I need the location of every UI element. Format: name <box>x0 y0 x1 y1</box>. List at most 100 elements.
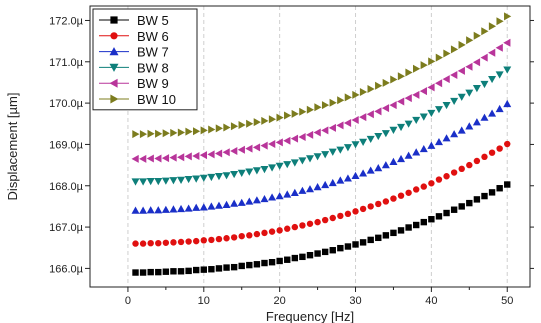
data-point <box>253 118 261 127</box>
data-point <box>321 126 329 135</box>
data-point <box>132 130 140 139</box>
data-point <box>155 239 162 247</box>
data-point <box>299 107 307 116</box>
data-point <box>252 143 261 152</box>
data-point <box>131 206 140 214</box>
data-point <box>146 154 154 163</box>
data-point <box>397 154 406 163</box>
data-point <box>473 31 481 40</box>
data-point <box>321 101 330 110</box>
legend-marker <box>109 78 118 88</box>
series-bw-5 <box>132 181 511 276</box>
data-point <box>260 141 268 150</box>
y-tick-label: 172.0µ <box>49 15 84 27</box>
data-point <box>298 157 307 165</box>
data-point <box>496 185 503 192</box>
data-point <box>199 174 208 182</box>
data-point <box>314 250 321 257</box>
data-point <box>397 123 406 132</box>
data-point <box>343 174 352 182</box>
data-point <box>313 153 322 161</box>
data-point <box>147 268 154 276</box>
data-point <box>306 185 314 193</box>
data-point <box>488 189 496 196</box>
data-point <box>237 145 245 154</box>
data-point <box>397 72 406 81</box>
y-tick-label: 168.0µ <box>49 181 84 193</box>
data-point <box>184 152 192 161</box>
data-point <box>336 121 344 130</box>
data-point <box>313 182 322 191</box>
data-point <box>503 38 511 47</box>
data-point <box>466 199 473 207</box>
data-point <box>504 181 511 188</box>
data-point <box>359 239 367 246</box>
legend: BW 5BW 6BW 7BW 8BW 9BW 10 <box>92 8 198 111</box>
data-point <box>299 253 306 261</box>
data-point <box>139 130 148 139</box>
data-point <box>306 130 314 139</box>
data-point <box>337 244 344 252</box>
data-point <box>268 259 276 266</box>
series-bw-8 <box>131 66 512 186</box>
data-point <box>162 129 170 138</box>
data-point <box>450 45 459 54</box>
data-point <box>131 154 139 163</box>
data-point <box>314 103 322 112</box>
data-point <box>222 172 231 180</box>
data-point <box>404 94 412 103</box>
data-point <box>381 130 390 138</box>
data-point <box>336 146 345 154</box>
data-point <box>268 228 276 235</box>
data-point <box>382 78 390 87</box>
data-point <box>222 200 231 208</box>
data-point <box>306 155 314 163</box>
data-point <box>214 173 223 181</box>
data-point <box>329 98 337 107</box>
data-point <box>321 248 329 256</box>
data-point <box>375 200 382 208</box>
data-point <box>359 205 367 213</box>
data-point <box>223 264 230 271</box>
data-point <box>215 265 223 272</box>
data-point <box>443 49 451 58</box>
data-point <box>177 268 185 275</box>
data-point <box>450 206 458 213</box>
x-tick-label: 0 <box>125 295 131 307</box>
data-point <box>268 140 276 149</box>
data-point <box>375 81 383 90</box>
data-point <box>313 128 321 137</box>
data-point <box>481 27 489 36</box>
data-point <box>132 269 139 276</box>
data-point <box>337 96 345 105</box>
data-point <box>481 153 488 161</box>
series-bw-7 <box>131 99 512 214</box>
data-point <box>132 240 139 247</box>
data-point <box>488 75 497 84</box>
data-point <box>276 227 283 234</box>
data-point <box>169 205 178 213</box>
data-point <box>389 157 398 165</box>
data-point <box>215 124 223 133</box>
data-point <box>246 232 253 239</box>
data-point <box>382 232 390 239</box>
data-point <box>139 154 147 163</box>
data-point <box>466 36 474 45</box>
data-point <box>252 167 261 175</box>
y-tick-label: 167.0µ <box>49 222 84 234</box>
data-point <box>268 115 277 124</box>
data-point <box>390 75 398 84</box>
data-point <box>435 176 443 183</box>
data-point <box>428 180 435 187</box>
data-point <box>343 144 352 152</box>
data-point <box>223 123 231 132</box>
data-point <box>185 238 192 245</box>
data-point <box>283 136 291 145</box>
data-point <box>199 203 208 211</box>
data-point <box>237 169 246 177</box>
data-point <box>177 176 186 184</box>
legend-box <box>92 8 198 111</box>
data-point <box>193 237 200 245</box>
data-point <box>442 134 451 142</box>
data-point <box>237 198 246 206</box>
